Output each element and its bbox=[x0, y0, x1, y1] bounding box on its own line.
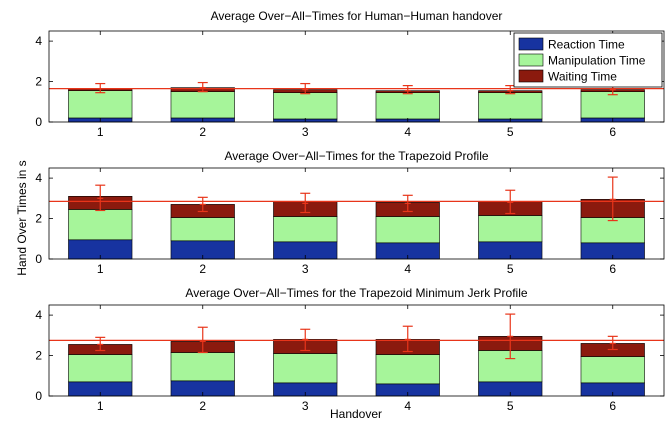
bar-manipulation-6 bbox=[580, 217, 645, 244]
bar-manipulation-5 bbox=[478, 92, 543, 120]
x-tick-label: 4 bbox=[404, 125, 411, 139]
x-tick-label: 6 bbox=[609, 125, 616, 139]
x-tick-label: 3 bbox=[302, 399, 309, 413]
x-tick-label: 5 bbox=[507, 399, 514, 413]
legend-swatch-1 bbox=[518, 37, 544, 51]
panel-title: Average Over−All−Times for the Trapezoid… bbox=[185, 286, 527, 300]
y-tick-label: 0 bbox=[35, 389, 42, 403]
y-tick-label: 0 bbox=[35, 115, 42, 129]
x-tick-label: 1 bbox=[97, 262, 104, 276]
x-tick-label: 6 bbox=[609, 399, 616, 413]
bar-manipulation-5 bbox=[478, 215, 543, 243]
y-tick-label: 2 bbox=[35, 212, 42, 226]
x-tick-label: 3 bbox=[302, 262, 309, 276]
bar-manipulation-2 bbox=[170, 91, 235, 119]
y-tick-label: 0 bbox=[35, 252, 42, 266]
panel-title: Average Over−All−Times for Human−Human h… bbox=[211, 9, 503, 23]
y-tick-label: 2 bbox=[35, 75, 42, 89]
axes-box bbox=[48, 167, 665, 260]
bar-manipulation-3 bbox=[273, 353, 338, 384]
axes-box bbox=[48, 30, 665, 123]
x-tick-label: 3 bbox=[302, 125, 309, 139]
x-tick-label: 2 bbox=[199, 262, 206, 276]
x-tick-label: 5 bbox=[507, 125, 514, 139]
y-tick-label: 4 bbox=[35, 34, 42, 48]
chart-panels: Average Over−All−Times for Human−Human h… bbox=[35, 9, 665, 413]
x-tick-label: 2 bbox=[199, 399, 206, 413]
legend-swatch-3 bbox=[518, 69, 544, 83]
y-tick-label: 4 bbox=[35, 171, 42, 185]
bar-manipulation-6 bbox=[580, 91, 645, 119]
bar-manipulation-4 bbox=[375, 216, 440, 244]
legend-label-2: Manipulation Time bbox=[548, 54, 646, 68]
x-tick-label: 4 bbox=[404, 399, 411, 413]
bar-manipulation-2 bbox=[170, 352, 235, 382]
bar-manipulation-1 bbox=[68, 354, 133, 383]
x-tick-label: 5 bbox=[507, 262, 514, 276]
x-tick-label: 2 bbox=[199, 125, 206, 139]
x-tick-label: 4 bbox=[404, 262, 411, 276]
y-tick-label: 2 bbox=[35, 349, 42, 363]
chart-panel-1: Average Over−All−Times for Human−Human h… bbox=[35, 9, 665, 139]
bar-manipulation-4 bbox=[375, 354, 440, 385]
x-tick-label: 6 bbox=[609, 262, 616, 276]
bar-manipulation-1 bbox=[68, 209, 133, 241]
bar-manipulation-4 bbox=[375, 92, 440, 120]
x-tick-label: 1 bbox=[97, 125, 104, 139]
chart-panel-3: Average Over−All−Times for the Trapezoid… bbox=[35, 286, 665, 413]
y-tick-label: 4 bbox=[35, 308, 42, 322]
legend-swatch-2 bbox=[518, 53, 544, 67]
legend-label-3: Waiting Time bbox=[548, 70, 617, 84]
x-tick-label: 1 bbox=[97, 399, 104, 413]
bar-manipulation-6 bbox=[580, 356, 645, 384]
bar-manipulation-3 bbox=[273, 92, 338, 120]
x-axis-label: Handover bbox=[330, 407, 382, 421]
bar-manipulation-2 bbox=[170, 217, 235, 242]
y-axis-label: Hand Over Times in s bbox=[15, 160, 29, 275]
bar-manipulation-1 bbox=[68, 90, 133, 119]
bar-manipulation-3 bbox=[273, 216, 338, 243]
axes-box bbox=[48, 304, 665, 397]
panel-title: Average Over−All−Times for the Trapezoid… bbox=[224, 149, 488, 163]
chart-panel-2: Average Over−All−Times for the Trapezoid… bbox=[35, 149, 665, 276]
legend-label-1: Reaction Time bbox=[548, 38, 625, 52]
legend: Reaction Time Manipulation Time Waiting Ti… bbox=[513, 32, 663, 88]
